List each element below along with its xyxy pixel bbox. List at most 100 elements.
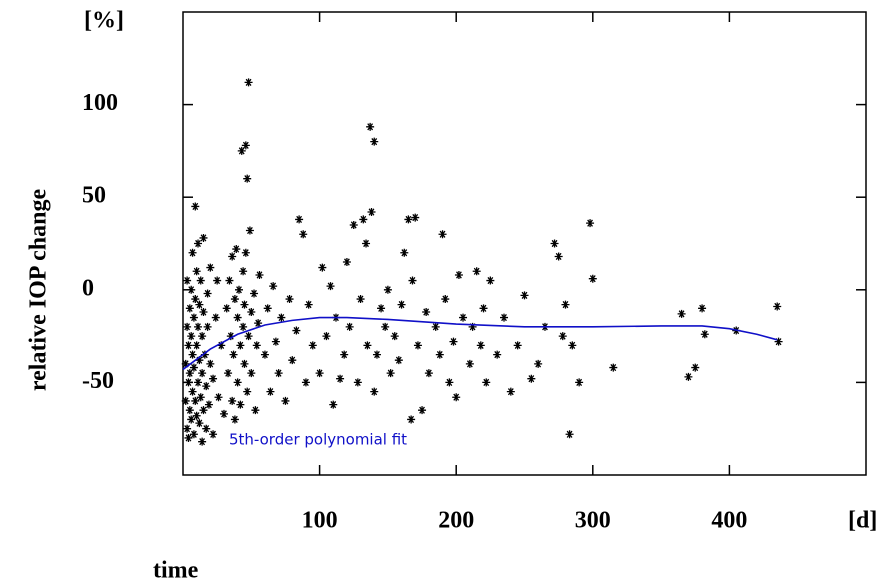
data-point [476, 341, 485, 350]
data-point [195, 300, 204, 309]
data-point [468, 322, 477, 331]
data-point [185, 304, 194, 313]
data-point [558, 332, 567, 341]
data-point [187, 415, 196, 424]
data-point [326, 282, 335, 291]
data-point [183, 424, 192, 433]
y-tick-label: -50 [82, 368, 114, 394]
data-point [288, 356, 297, 365]
data-point [459, 313, 468, 322]
data-point [185, 406, 194, 415]
data-point [274, 369, 283, 378]
data-point [390, 332, 399, 341]
data-point [359, 215, 368, 224]
data-point [383, 285, 392, 294]
data-point [184, 433, 193, 442]
data-point [575, 378, 584, 387]
data-point [285, 295, 294, 304]
plot-frame [182, 11, 867, 476]
data-point [479, 304, 488, 313]
data-point [418, 406, 427, 415]
data-point [363, 341, 372, 350]
y-tick-label: 50 [82, 183, 106, 209]
data-point [236, 341, 245, 350]
data-point [195, 356, 204, 365]
data-point [181, 396, 190, 405]
data-point [318, 263, 327, 272]
data-point [192, 341, 201, 350]
data-point [698, 304, 707, 313]
data-point [349, 220, 358, 229]
data-point [188, 387, 197, 396]
data-point [435, 350, 444, 359]
data-point [204, 400, 213, 409]
data-point [183, 322, 192, 331]
data-point [199, 233, 208, 242]
data-point [281, 396, 290, 405]
data-point [233, 313, 242, 322]
data-point [500, 313, 509, 322]
data-point [191, 295, 200, 304]
data-point [554, 252, 563, 261]
data-point [192, 411, 201, 420]
data-point [241, 248, 250, 257]
data-point [247, 308, 256, 317]
data-point [228, 396, 237, 405]
data-point [366, 122, 375, 131]
data-point [254, 319, 263, 328]
data-point [413, 341, 422, 350]
data-point [202, 382, 211, 391]
data-point [506, 387, 515, 396]
data-point [202, 424, 211, 433]
data-point [449, 337, 458, 346]
data-point [271, 337, 280, 346]
data-point [230, 295, 239, 304]
data-point [245, 226, 254, 235]
data-point [232, 245, 241, 254]
data-point [773, 302, 782, 311]
data-point [565, 430, 574, 439]
data-point [203, 322, 212, 331]
data-point [191, 202, 200, 211]
data-point [244, 332, 253, 341]
data-point [203, 289, 212, 298]
data-point [188, 248, 197, 257]
data-point [183, 276, 192, 285]
data-point [400, 248, 409, 257]
data-point [222, 304, 231, 313]
data-point [184, 378, 193, 387]
data-point [209, 374, 218, 383]
data-point [345, 322, 354, 331]
data-point [454, 270, 463, 279]
data-point [356, 295, 365, 304]
data-point [181, 359, 190, 368]
data-point [266, 387, 275, 396]
data-point [196, 393, 205, 402]
data-point [241, 141, 250, 150]
data-point [237, 146, 246, 155]
data-point [263, 304, 272, 313]
data-point [445, 378, 454, 387]
data-point [527, 374, 536, 383]
data-point [244, 78, 253, 87]
data-point [404, 215, 413, 224]
x-unit: [d] [848, 508, 877, 534]
data-point [315, 369, 324, 378]
data-point [411, 213, 420, 222]
data-point [408, 276, 417, 285]
data-point [472, 267, 481, 276]
data-point [250, 289, 259, 298]
data-point [774, 337, 783, 346]
data-point [195, 419, 204, 428]
data-point [229, 350, 238, 359]
data-point [236, 400, 245, 409]
data-point [362, 239, 371, 248]
data-point [233, 378, 242, 387]
data-point [367, 208, 376, 217]
x-tick-label: 100 [302, 508, 338, 534]
data-point [609, 363, 618, 372]
data-point [217, 341, 226, 350]
data-point [194, 322, 203, 331]
data-point [441, 295, 450, 304]
data-point [199, 308, 208, 317]
